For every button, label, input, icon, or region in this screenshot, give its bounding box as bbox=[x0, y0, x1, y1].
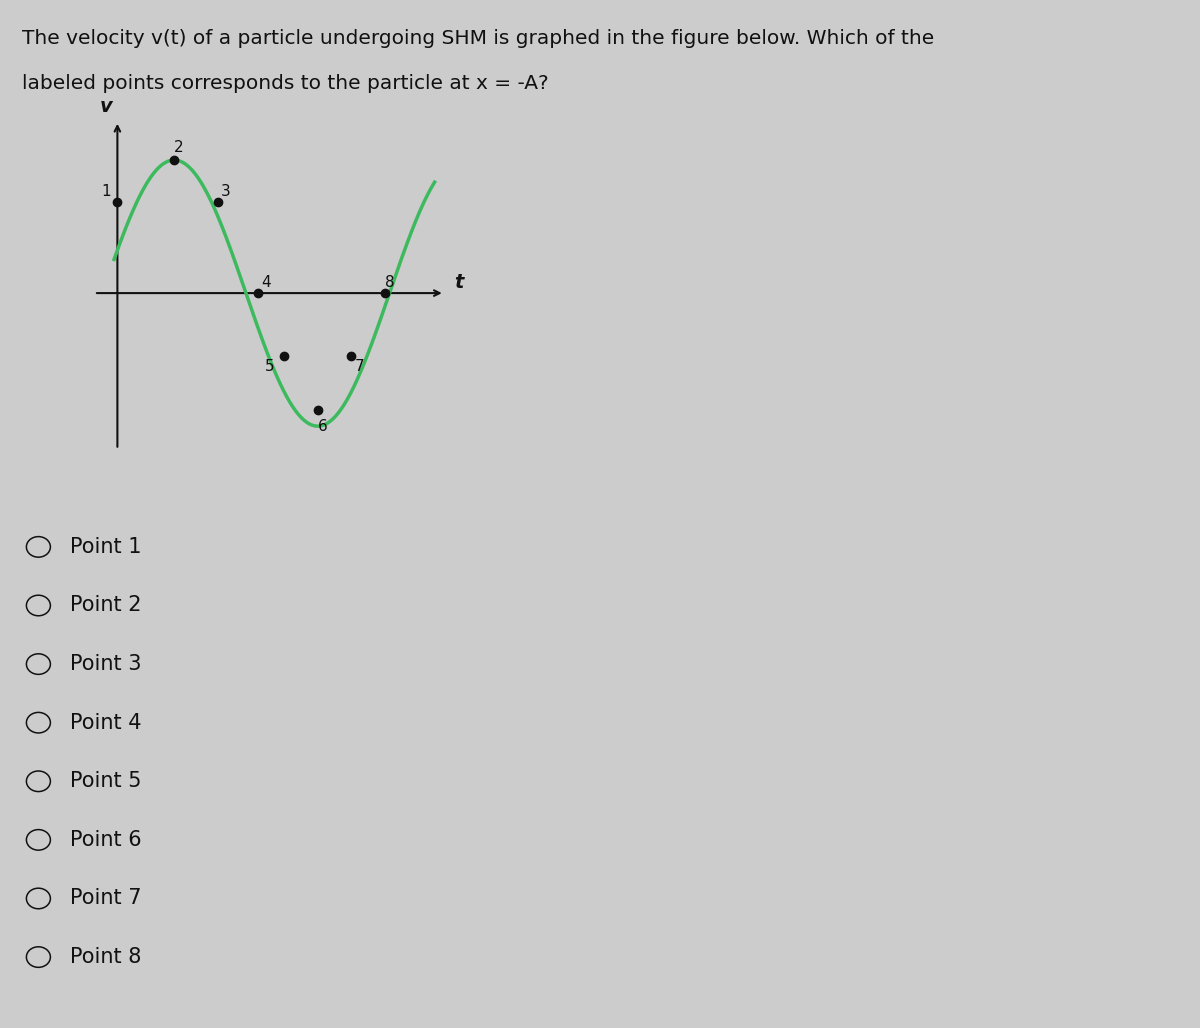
Text: 1: 1 bbox=[101, 184, 110, 198]
Text: 7: 7 bbox=[355, 359, 365, 374]
Text: Point 1: Point 1 bbox=[70, 537, 142, 557]
Text: labeled points corresponds to the particle at x = -A?: labeled points corresponds to the partic… bbox=[22, 74, 548, 93]
Text: 8: 8 bbox=[385, 274, 395, 290]
Text: v: v bbox=[100, 98, 112, 116]
Text: Point 8: Point 8 bbox=[70, 947, 140, 967]
Text: Point 2: Point 2 bbox=[70, 595, 142, 616]
Text: 4: 4 bbox=[262, 274, 271, 290]
Text: 5: 5 bbox=[264, 359, 274, 374]
Text: Point 5: Point 5 bbox=[70, 771, 142, 792]
Text: Point 6: Point 6 bbox=[70, 830, 142, 850]
Text: Point 7: Point 7 bbox=[70, 888, 142, 909]
Text: 3: 3 bbox=[221, 184, 230, 198]
Text: 6: 6 bbox=[318, 418, 328, 434]
Text: Point 4: Point 4 bbox=[70, 712, 142, 733]
Text: Point 3: Point 3 bbox=[70, 654, 142, 674]
Text: The velocity v(t) of a particle undergoing SHM is graphed in the figure below. W: The velocity v(t) of a particle undergoi… bbox=[22, 29, 934, 47]
Text: 2: 2 bbox=[174, 140, 184, 155]
Text: t: t bbox=[455, 272, 464, 292]
